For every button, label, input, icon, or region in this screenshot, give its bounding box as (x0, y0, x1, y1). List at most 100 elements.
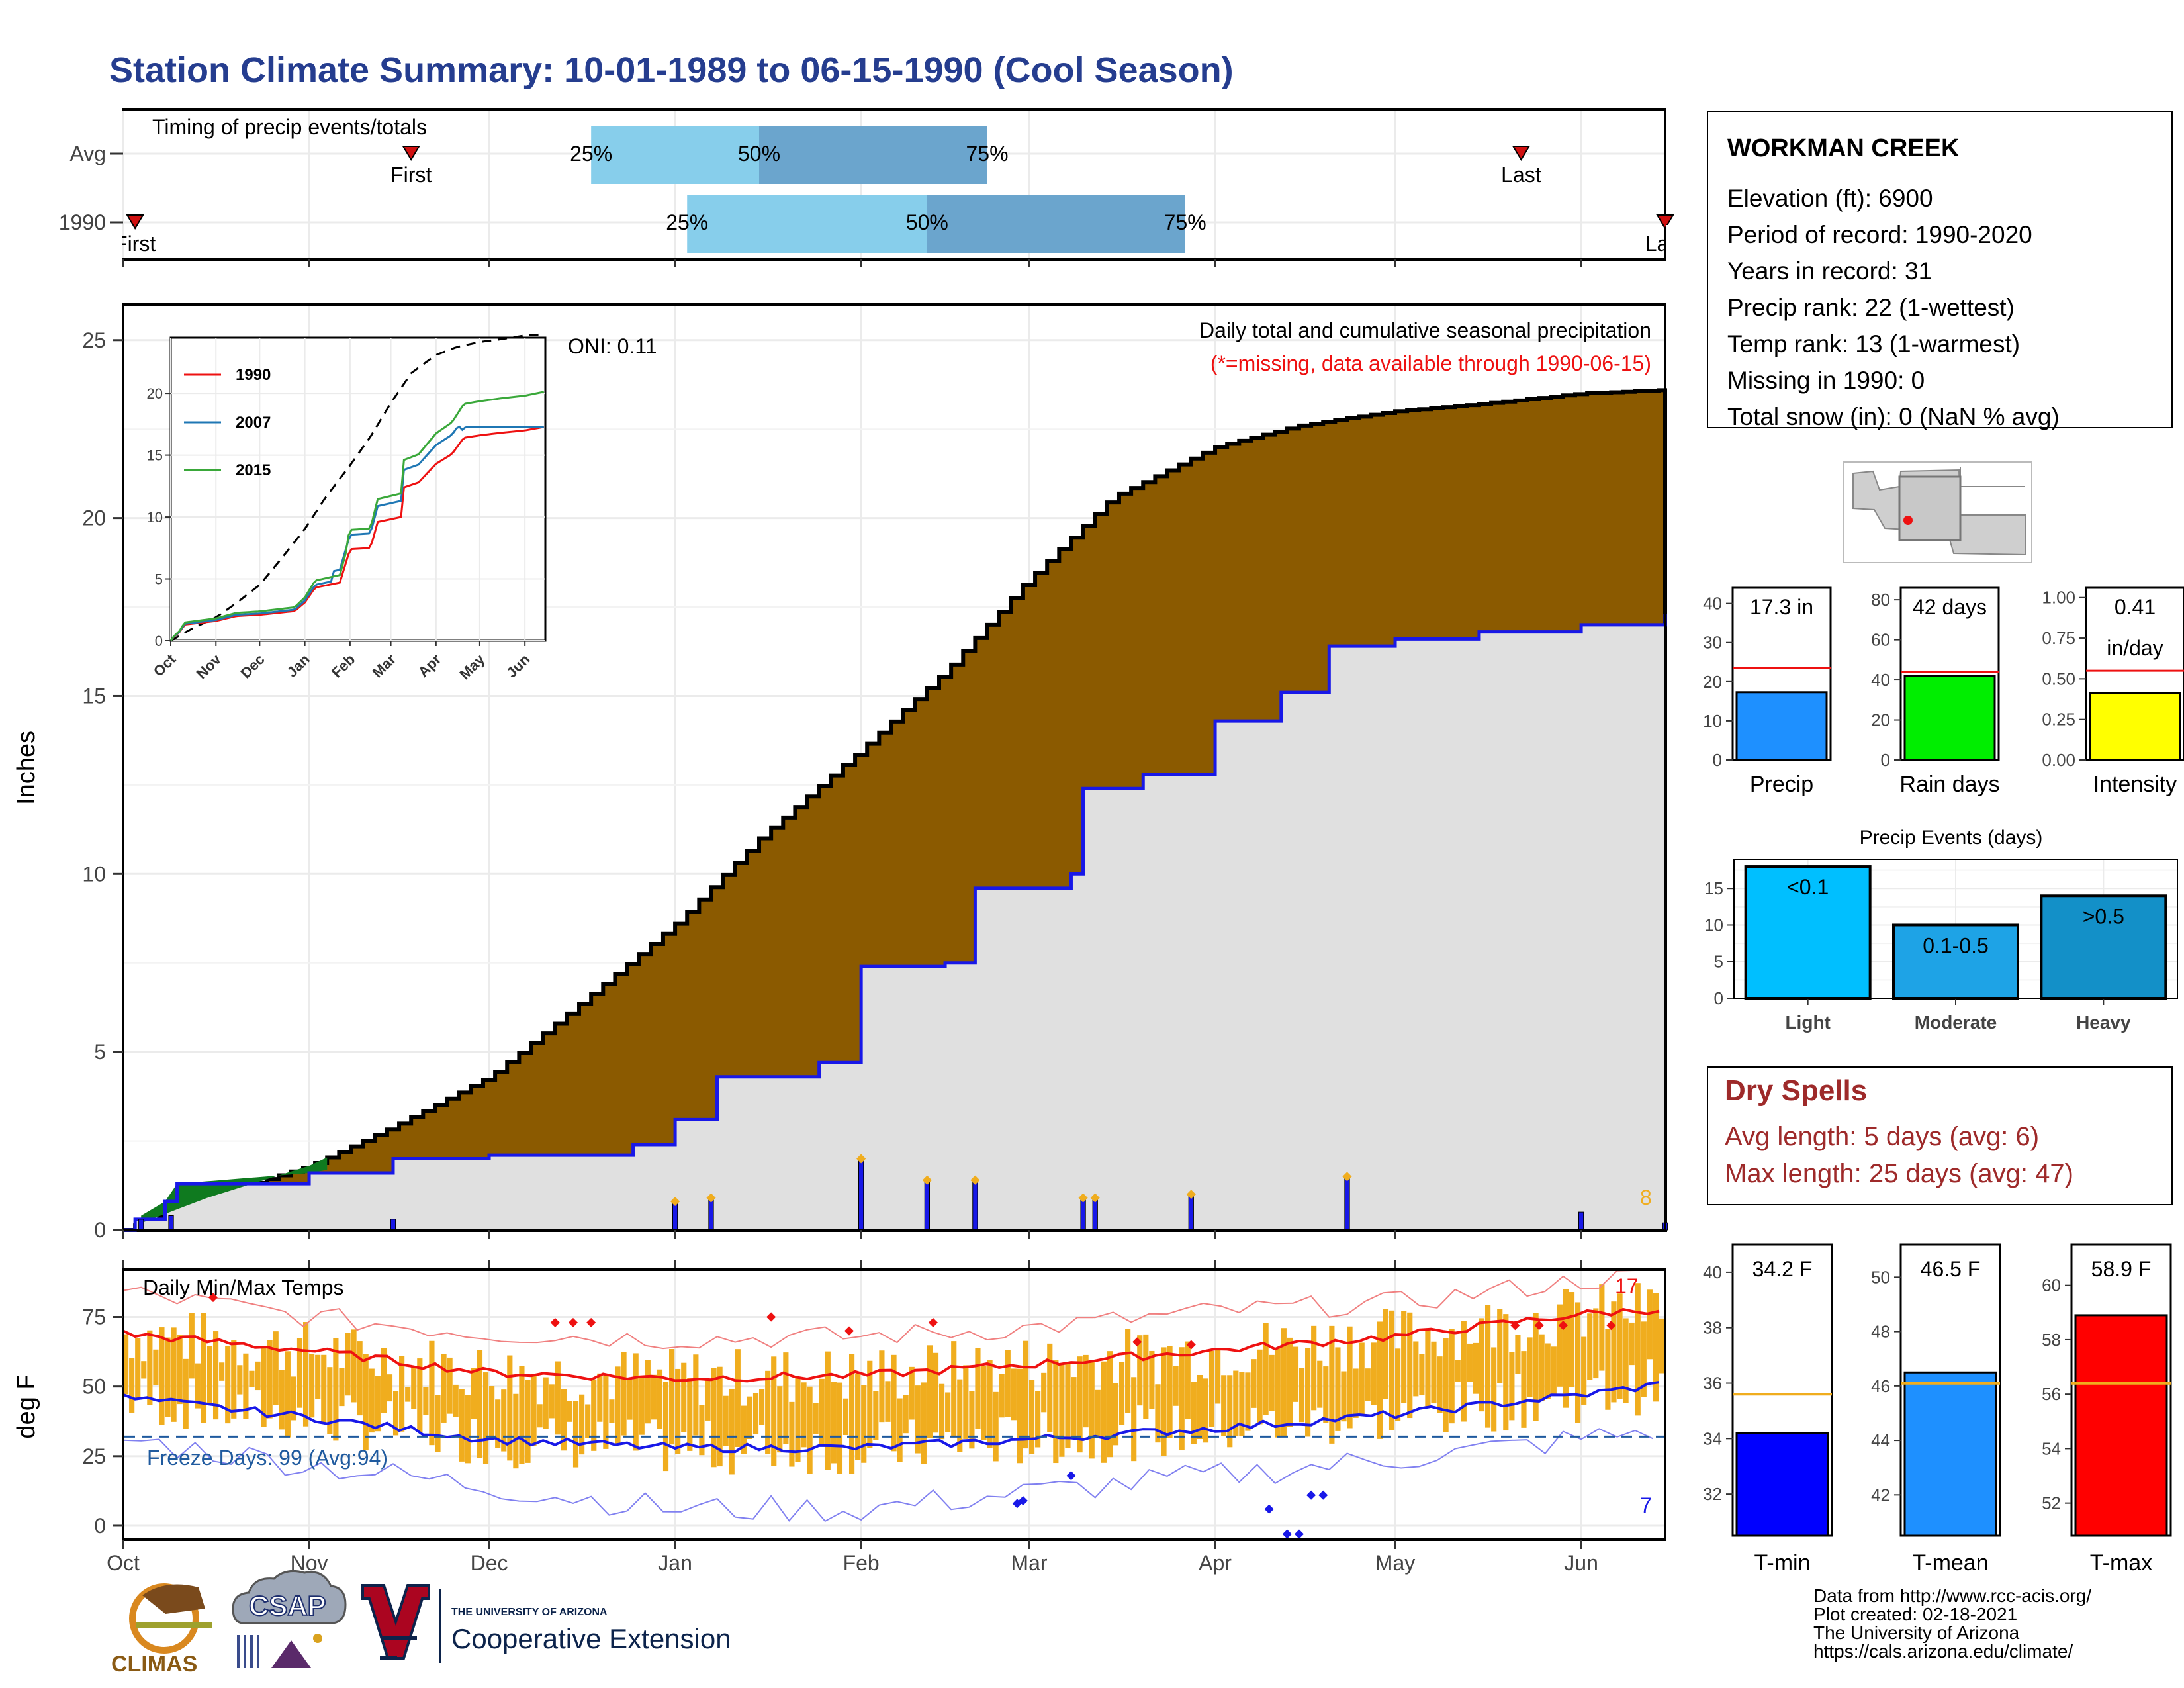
daily-temp-range-bar (693, 1354, 699, 1436)
precip-missing-note: (*=missing, data available through 1990-… (1210, 352, 1651, 375)
record-max-marker (766, 1312, 776, 1322)
daily-precip-bar (138, 1219, 144, 1231)
daily-temp-range-bar (831, 1382, 837, 1464)
record-max-marker (844, 1326, 854, 1336)
daily-temp-range-bar (369, 1368, 375, 1433)
record-max-marker (1186, 1340, 1196, 1350)
daily-temp-range-bar (801, 1382, 807, 1448)
daily-temp-range-bar (849, 1354, 855, 1474)
daily-temp-range-bar (867, 1360, 873, 1448)
daily-temp-range-bar (711, 1368, 717, 1468)
temp-chart-bar (1903, 1371, 1997, 1537)
daily-temp-range-bar (1118, 1362, 1125, 1425)
timing-panel: Timing of precip events/totals 25% 50% 75%… (0, 108, 1706, 267)
record-max-line (122, 1268, 1653, 1350)
daily-temp-range-bar (855, 1373, 861, 1460)
climas-text: CLIMAS (111, 1652, 197, 1677)
daily-temp-range-bar (123, 1334, 129, 1395)
temp-chart-t-mean: 46.5 F 42 44 46 48 50 T-mean (1871, 1243, 2001, 1575)
credit-line: Data from http://www.rcc-acis.org/ (1813, 1585, 2091, 1606)
observed-cumulative-line (123, 614, 1667, 1232)
daily-temp-range-bar (1485, 1305, 1491, 1428)
events-bar-label: >0.5 (2083, 904, 2124, 928)
daily-temp-range-bar (1407, 1312, 1413, 1419)
daily-precip-bar (1578, 1211, 1584, 1231)
daily-temp-range-bar (1347, 1326, 1353, 1429)
mini-chart-ytick-label: 20 (1871, 710, 1890, 730)
daily-temp-range-bar (771, 1356, 777, 1466)
daily-temp-range-bar (633, 1353, 639, 1451)
daily-temp-range-bar (1377, 1321, 1383, 1439)
daily-temp-range-bar (1629, 1322, 1635, 1366)
credit-line: Plot created: 02-18-2021 (1813, 1604, 2017, 1624)
daily-temp-range-bar (351, 1329, 357, 1403)
daily-temp-range-bar (1065, 1362, 1071, 1448)
daily-temp-range-bar (1605, 1329, 1611, 1410)
daily-temp-range-bar (459, 1389, 465, 1462)
mini-chart-ytick-label: 0 (1881, 750, 1890, 770)
daily-temp-range-bar (1095, 1389, 1101, 1436)
daily-temp-range-bar (627, 1379, 633, 1420)
temp-chart-ytick-label: 40 (1703, 1262, 1722, 1282)
inset-1990-line (169, 426, 545, 641)
daily-temp-range-bar (1023, 1340, 1029, 1449)
daily-temp-range-bar (171, 1327, 177, 1422)
temp-chart-ytick-label: 54 (2042, 1438, 2061, 1458)
events-frame (1733, 859, 2178, 999)
temp-chart-label: T-min (1754, 1550, 1811, 1575)
daily-temp-range-bar (1089, 1360, 1095, 1459)
climas-logo: CLIMAS (111, 1583, 212, 1677)
temp-xtick-label: Mar (1011, 1551, 1047, 1575)
daily-temp-range-bar (1479, 1318, 1485, 1412)
daily-temp-range-bar (1125, 1329, 1131, 1413)
freeze-days-label: Freeze Days: 99 (Avg:94) (147, 1446, 388, 1470)
temp-chart-ytick-label: 50 (1871, 1267, 1890, 1287)
daily-temp-range-bar (392, 1391, 399, 1436)
daily-temp-range-bar (735, 1349, 741, 1447)
station-info-line: Period of record: 1990-2020 (1727, 221, 2032, 248)
daily-temp-range-bar (1011, 1368, 1017, 1421)
daily-temp-range-bar (783, 1352, 789, 1444)
daily-temp-range-bar (1395, 1348, 1401, 1421)
precip-ytick-label: 0 (94, 1218, 106, 1242)
daily-temp-range-bar (909, 1366, 915, 1420)
timing-label: Timing of precip events/totals (152, 115, 427, 139)
events-ytick-label: 0 (1714, 988, 1723, 1008)
dry-spells-max: Max length: 25 days (avg: 47) (1725, 1159, 2073, 1188)
mini-chart-ytick-label: 40 (1703, 594, 1722, 614)
mini-chart-label: Intensity (2093, 772, 2177, 797)
mini-chart-ytick-label: 0.00 (2042, 750, 2075, 770)
precip-ytick-label: 25 (82, 328, 106, 352)
daily-precip-rank-marker (1078, 1193, 1088, 1203)
precip-ytick-label: 15 (82, 684, 106, 708)
daily-temp-range-bar (819, 1378, 825, 1445)
daily-precip-bar (168, 1215, 174, 1231)
daily-temp-range-bar (1557, 1304, 1563, 1387)
daily-temp-range-bar (1335, 1347, 1341, 1431)
daily-temp-range-bar (513, 1393, 519, 1469)
inset-legend-label: 1990 (236, 366, 271, 384)
temp-chart-label: T-max (2090, 1550, 2152, 1575)
daily-temp-range-bar (1371, 1342, 1377, 1405)
credit-line: The University of Arizona (1813, 1622, 2020, 1643)
daily-temp-range-bar (657, 1369, 663, 1429)
station-info-line: Years in record: 31 (1727, 258, 1932, 285)
daily-temp-range-bar (1245, 1372, 1251, 1431)
mini-chart-bar (1903, 675, 1996, 761)
station-info-line: Elevation (ft): 6900 (1727, 185, 1933, 212)
daily-temp-range-bar (1005, 1350, 1011, 1417)
daily-temp-range-bar (1233, 1370, 1239, 1437)
daily-temp-range-bar (1509, 1352, 1515, 1421)
daily-precip-rank-marker (1090, 1193, 1100, 1203)
mini-chart-rain-days: 42 days 0 20 40 60 80 Rain days (1871, 586, 2000, 797)
station-info-line: Missing in 1990: 0 (1727, 367, 1925, 394)
daily-temp-range-bar (645, 1360, 651, 1424)
daily-temp-range-bar (615, 1366, 621, 1446)
daily-temp-range-bar (675, 1368, 681, 1454)
events-ytick-label: 15 (1704, 878, 1723, 898)
temp-xtick-label: Apr (1199, 1551, 1232, 1575)
daily-temp-range-bar (993, 1391, 999, 1462)
mini-chart-ytick-label: 40 (1871, 670, 1890, 690)
daily-precip-bar (1344, 1176, 1350, 1231)
